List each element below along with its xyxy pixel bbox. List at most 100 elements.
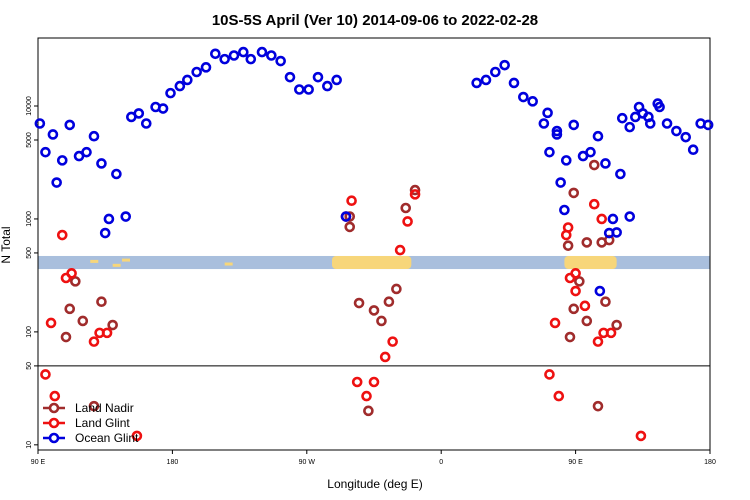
point-ocean-glint: [219, 53, 230, 65]
point-ocean-glint: [624, 121, 636, 133]
point-ocean-glint: [654, 101, 665, 113]
point-ocean-glint: [538, 118, 550, 129]
point-ocean-glint: [200, 62, 212, 73]
y-tick-label: 100: [26, 326, 33, 338]
legend-entry-land-nadir: Land Nadir: [75, 401, 134, 415]
point-ocean-glint: [331, 74, 342, 86]
point-ocean-glint: [256, 46, 268, 58]
point-land-glint: [553, 390, 565, 402]
point-land-glint: [40, 369, 51, 380]
x-tick-label: 90 E: [31, 459, 46, 466]
point-ocean-glint: [508, 77, 520, 89]
point-ocean-glint: [702, 119, 714, 131]
point-ocean-glint: [64, 119, 76, 131]
point-land-nadir: [344, 221, 356, 233]
y-tick-label: 50: [26, 362, 33, 370]
point-land-nadir: [592, 400, 604, 412]
point-ocean-glint: [551, 129, 563, 140]
y-tick-label: 10000: [26, 96, 33, 116]
point-ocean-glint: [603, 227, 615, 239]
point-land-glint: [387, 336, 398, 347]
point-land-glint: [605, 327, 617, 339]
point-land-nadir: [60, 331, 72, 343]
point-land-nadir: [581, 237, 593, 248]
point-land-nadir: [344, 211, 356, 222]
point-ocean-glint: [607, 213, 619, 225]
x-tick-label: 180: [704, 459, 716, 466]
point-land-glint: [361, 390, 372, 402]
point-ocean-glint: [592, 130, 604, 142]
y-tick-label: 10: [26, 441, 33, 449]
point-land-glint: [101, 327, 113, 339]
x-tick-label: 180: [167, 459, 179, 466]
map-strip-island: [122, 258, 130, 262]
point-ocean-glint: [471, 77, 482, 89]
point-land-glint: [56, 229, 68, 241]
point-ocean-glint: [490, 66, 501, 78]
point-ocean-glint: [88, 130, 100, 142]
point-land-nadir: [611, 319, 622, 331]
plot-area: 90 E 180 90 W 0 90 E 180 10 50 100 500 1000 5000 100…: [26, 37, 716, 466]
y-tick-label: 500: [26, 247, 33, 259]
point-land-nadir: [391, 283, 402, 295]
point-ocean-glint: [140, 118, 152, 129]
point-ocean-glint: [81, 146, 92, 158]
point-land-glint: [49, 390, 61, 402]
point-land-glint: [394, 244, 406, 256]
chart-title: 10S-5S April (Ver 10) 2014-09-06 to 2022…: [212, 12, 538, 29]
point-land-nadir: [77, 315, 89, 327]
point-land-glint: [592, 336, 604, 347]
y-tick-label: 1000: [26, 211, 33, 227]
point-land-nadir: [574, 276, 585, 287]
point-ocean-glint: [96, 158, 107, 169]
point-ocean-glint: [266, 50, 277, 61]
point-land-glint: [88, 336, 100, 347]
point-land-glint: [549, 317, 561, 329]
point-ocean-glint: [624, 211, 636, 222]
point-ocean-glint: [157, 103, 169, 114]
point-ocean-glint: [303, 84, 314, 95]
point-land-glint: [346, 195, 357, 207]
point-land-glint: [635, 430, 647, 442]
point-land-nadir: [383, 296, 395, 308]
point-land-glint: [560, 229, 572, 241]
point-ocean-glint: [47, 129, 59, 140]
point-ocean-glint: [165, 87, 176, 99]
point-land-glint: [570, 268, 581, 279]
point-ocean-glint: [518, 91, 529, 103]
point-land-nadir: [96, 296, 107, 308]
point-ocean-glint: [560, 155, 572, 166]
point-ocean-glint: [99, 227, 111, 239]
point-ocean-glint: [544, 146, 555, 158]
point-ocean-glint: [671, 125, 682, 137]
point-land-glint: [596, 213, 608, 225]
point-ocean-glint: [568, 119, 580, 131]
point-ocean-glint: [527, 96, 538, 107]
point-land-nadir: [64, 303, 76, 315]
point-ocean-glint: [275, 55, 286, 67]
point-land-nadir: [70, 276, 81, 287]
point-ocean-glint: [594, 285, 606, 297]
point-land-nadir: [409, 184, 421, 196]
point-land-nadir: [564, 331, 576, 343]
legend-entry-ocean-glint: Ocean Glint: [75, 431, 139, 445]
legend-marker: [48, 402, 60, 414]
point-ocean-glint: [210, 48, 221, 60]
point-land-glint: [379, 351, 391, 363]
point-land-glint: [351, 376, 363, 388]
point-ocean-glint: [616, 112, 628, 124]
point-ocean-glint: [661, 118, 673, 129]
point-ocean-glint: [34, 118, 46, 129]
point-ocean-glint: [238, 46, 249, 58]
point-ocean-glint: [600, 158, 611, 169]
point-ocean-glint: [111, 168, 122, 180]
legend-entry-land-glint: Land Glint: [75, 416, 130, 430]
map-strip-island: [224, 262, 233, 266]
point-ocean-glint: [615, 168, 626, 180]
point-ocean-glint: [585, 146, 596, 158]
point-ocean-glint: [340, 211, 352, 222]
point-ocean-glint: [51, 177, 62, 188]
point-ocean-glint: [133, 108, 145, 119]
point-ocean-glint: [637, 108, 649, 119]
